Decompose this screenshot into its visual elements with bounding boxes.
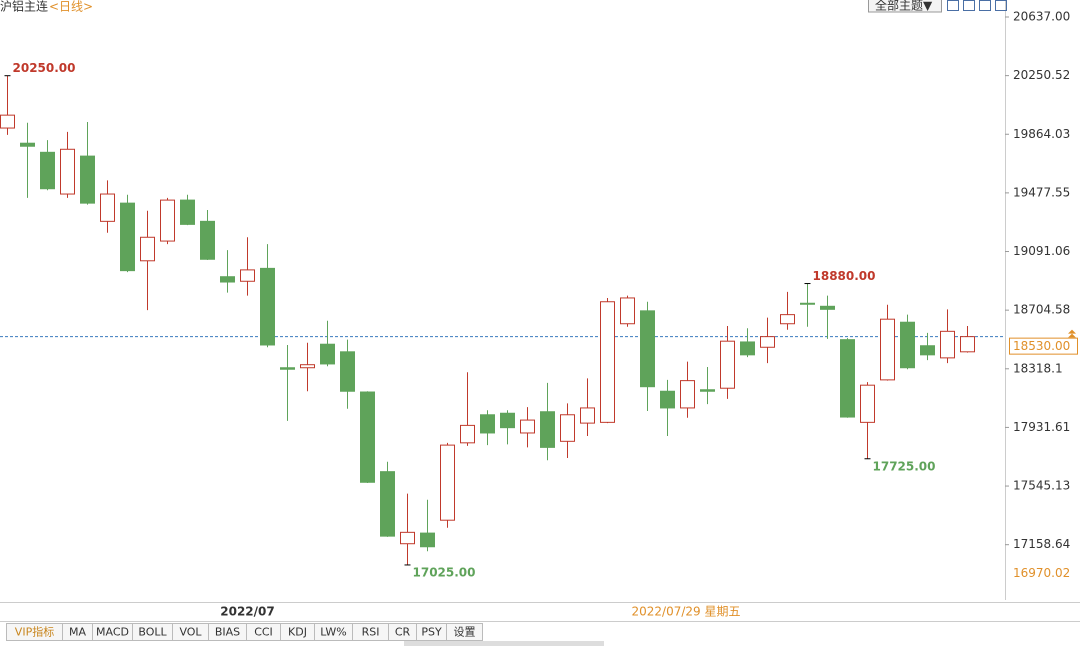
candle-body — [420, 532, 435, 548]
candle-body — [240, 269, 255, 282]
y-tick-label: 17545.13 — [1013, 479, 1070, 493]
y-tick-label: 17931.61 — [1013, 420, 1070, 434]
candle-body — [200, 220, 215, 260]
icon[interactable] — [979, 0, 991, 11]
extreme-label: 20250.00 — [13, 61, 76, 75]
tab-label[interactable]: RSI — [362, 626, 380, 639]
candle-body — [800, 302, 815, 305]
range-low-label: 16970.02 — [1013, 566, 1070, 580]
title: 沪铝主连 — [0, 0, 48, 14]
candle-body — [780, 314, 795, 325]
candle-body — [740, 341, 755, 356]
candle-body — [600, 301, 615, 423]
candle-body — [260, 267, 275, 346]
candle-body — [360, 391, 375, 483]
tab-label[interactable]: LW% — [320, 626, 346, 639]
candle-body — [20, 142, 35, 147]
candle-body — [220, 276, 235, 283]
candle-body — [580, 407, 595, 424]
candle-body — [160, 199, 175, 242]
y-tick-label: 18318.1 — [1013, 361, 1063, 375]
candle-body — [960, 336, 975, 353]
candle-body — [520, 419, 535, 434]
candle-body — [860, 384, 875, 423]
candle-body — [620, 297, 635, 325]
tab-label[interactable]: CR — [395, 626, 411, 639]
period: <日线> — [49, 0, 93, 14]
tab-label[interactable]: MACD — [96, 626, 129, 639]
crosshair-date: 2022/07/29 星期五 — [632, 605, 741, 619]
extreme-label: 17025.00 — [413, 565, 476, 579]
icon[interactable] — [947, 0, 959, 11]
tab-label[interactable]: PSY — [421, 626, 442, 639]
candle-body — [320, 343, 335, 365]
candle-body — [540, 411, 555, 448]
candle-body — [940, 330, 955, 359]
y-tick-label: 19091.06 — [1013, 244, 1070, 258]
candle-body — [900, 321, 915, 369]
candle-body — [480, 414, 495, 434]
y-tick-label: 18704.58 — [1013, 303, 1070, 317]
candle-body — [720, 340, 735, 389]
theme-button[interactable]: 全部主题▼ — [875, 0, 933, 13]
candle-body — [40, 151, 55, 190]
current-price-box — [1009, 337, 1078, 355]
y-tick-label: 20637.00 — [1013, 9, 1070, 23]
icon[interactable] — [963, 0, 975, 11]
candle-body — [440, 444, 455, 521]
layout-icons[interactable] — [947, 0, 1007, 11]
icon[interactable] — [995, 0, 1007, 11]
extreme-label: 17725.00 — [873, 459, 936, 473]
tab-label[interactable]: BIAS — [215, 626, 240, 639]
candle-body — [760, 336, 775, 348]
tab[interactable] — [446, 623, 483, 641]
candle-body — [560, 414, 575, 442]
candle-body — [400, 531, 415, 545]
tab-label[interactable]: 设置 — [454, 626, 476, 639]
candle-body — [300, 364, 315, 369]
candle-body — [660, 390, 675, 409]
current-price-label: 18530.00 — [1013, 339, 1070, 353]
tab-label[interactable]: VIP指标 — [15, 625, 54, 639]
candle-body — [460, 424, 475, 444]
candle-body — [60, 148, 75, 195]
candle-body — [820, 305, 835, 310]
candle-body — [100, 193, 115, 222]
y-tick-label: 19477.55 — [1013, 185, 1070, 199]
candle-body — [500, 412, 515, 429]
candle-body — [700, 389, 715, 392]
candle-body — [0, 114, 15, 129]
candle-body — [640, 310, 655, 388]
tab-label[interactable]: CCI — [254, 626, 273, 639]
candle-body — [380, 471, 395, 537]
candle-body — [180, 199, 195, 225]
candle-body — [680, 380, 695, 409]
tab-label[interactable]: MA — [69, 626, 86, 639]
tab-label[interactable]: VOL — [179, 626, 202, 639]
y-tick-label: 19864.03 — [1013, 127, 1070, 141]
theme-button-box[interactable] — [868, 0, 942, 13]
tab-label[interactable]: KDJ — [288, 626, 307, 639]
extreme-label: 18880.00 — [813, 269, 876, 283]
scrollbar — [404, 641, 604, 646]
candle-body — [140, 236, 155, 262]
tab-label[interactable]: BOLL — [138, 626, 167, 639]
current-price-arrow — [1068, 329, 1076, 338]
tabs: VIP指标 MA MACD BOLL VOL BIAS CCI KDJ LW% RSI CR PSY 设… — [6, 623, 483, 641]
candle-body — [280, 367, 295, 370]
candle-body — [120, 202, 135, 272]
candle-body — [920, 345, 935, 356]
candle-body — [340, 351, 355, 392]
y-tick-label: 20250.52 — [1013, 68, 1070, 82]
candle-body — [880, 318, 895, 381]
y-tick-label: 17158.64 — [1013, 537, 1070, 551]
candle-body — [80, 155, 95, 204]
candle-body — [840, 339, 855, 418]
x-tick-label: 2022/07 — [220, 605, 274, 619]
